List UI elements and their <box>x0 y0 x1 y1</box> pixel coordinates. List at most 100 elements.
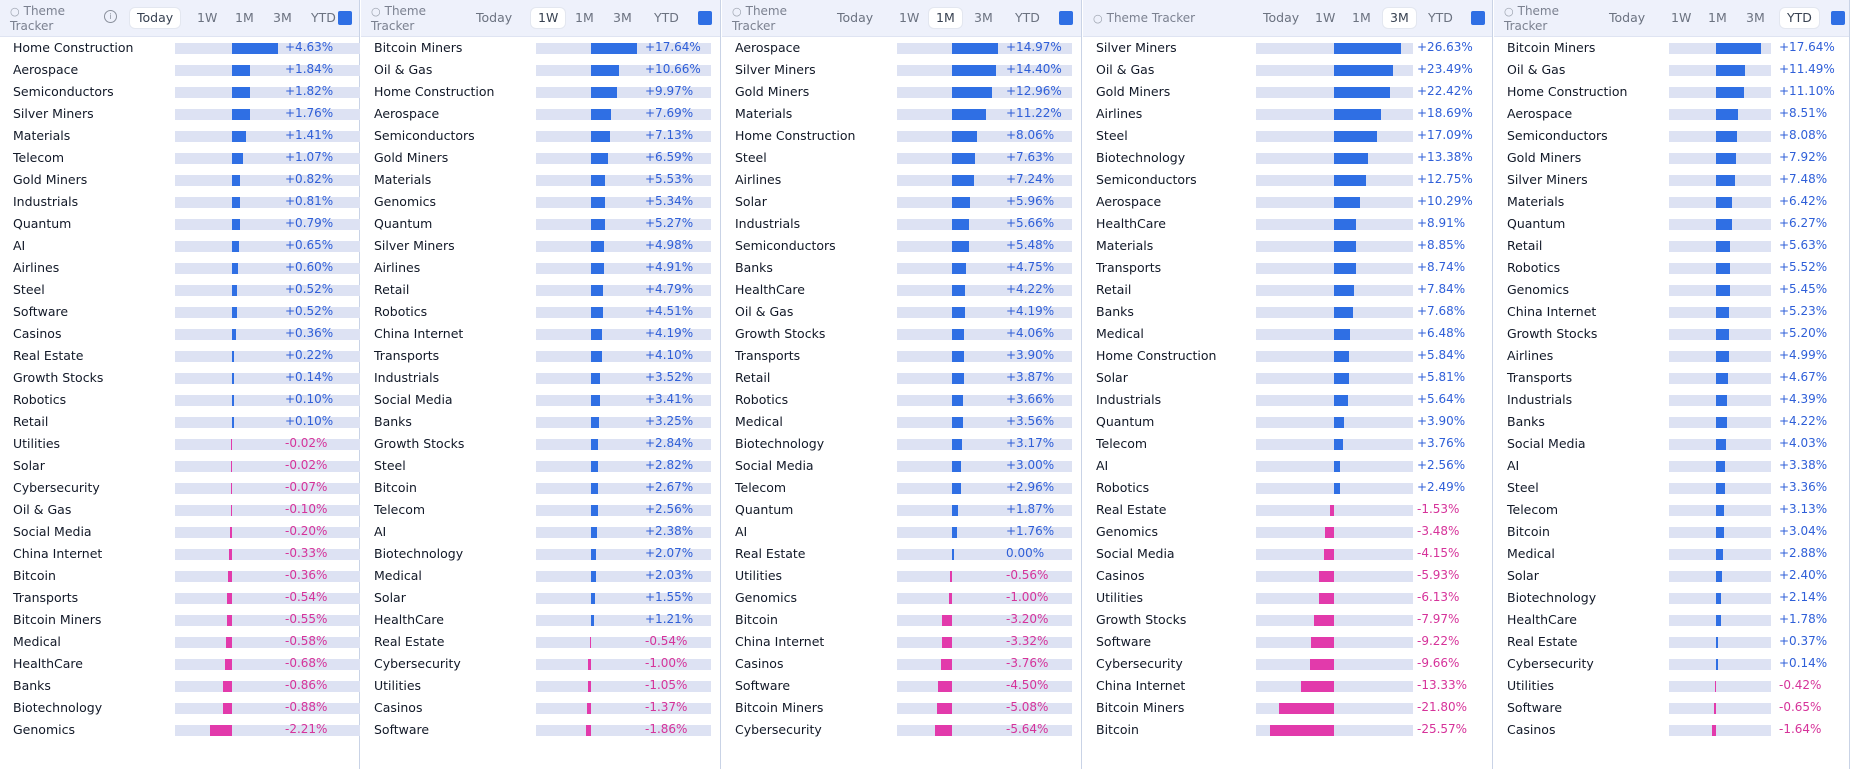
theme-row[interactable]: Transports -0.54% <box>0 588 360 608</box>
theme-row[interactable]: Gold Miners +22.42% <box>1083 82 1492 102</box>
theme-row[interactable]: Cybersecurity -9.66% <box>1083 654 1492 674</box>
theme-row[interactable]: Casinos -5.93% <box>1083 566 1492 586</box>
theme-row[interactable]: Software -0.65% <box>1494 698 1849 718</box>
theme-row[interactable]: Bitcoin Miners -21.80% <box>1083 698 1492 718</box>
theme-row[interactable]: Steel +3.36% <box>1494 478 1849 498</box>
theme-row[interactable]: Bitcoin Miners +17.64% <box>361 38 720 58</box>
theme-row[interactable]: Transports +3.90% <box>722 346 1081 366</box>
theme-row[interactable]: Utilities -6.13% <box>1083 588 1492 608</box>
info-icon[interactable]: i <box>104 10 117 23</box>
color-toggle-icon[interactable] <box>338 11 352 25</box>
theme-row[interactable]: Quantum +6.27% <box>1494 214 1849 234</box>
theme-row[interactable]: Bitcoin Miners +17.64% <box>1494 38 1849 58</box>
theme-row[interactable]: Banks +4.22% <box>1494 412 1849 432</box>
theme-row[interactable]: Solar +1.55% <box>361 588 720 608</box>
theme-row[interactable]: Aerospace +8.51% <box>1494 104 1849 124</box>
theme-row[interactable]: Telecom +2.96% <box>722 478 1081 498</box>
theme-row[interactable]: Bitcoin -25.57% <box>1083 720 1492 740</box>
theme-row[interactable]: Genomics -2.21% <box>0 720 360 740</box>
refresh-icon[interactable]: ○ <box>10 5 20 18</box>
theme-row[interactable]: Real Estate +0.22% <box>0 346 360 366</box>
theme-row[interactable]: Transports +4.10% <box>361 346 720 366</box>
theme-row[interactable]: Gold Miners +0.82% <box>0 170 360 190</box>
theme-row[interactable]: Utilities -1.05% <box>361 676 720 696</box>
theme-row[interactable]: Biotechnology +2.07% <box>361 544 720 564</box>
tab-today[interactable]: Today <box>1609 10 1646 25</box>
theme-row[interactable]: Software -9.22% <box>1083 632 1492 652</box>
theme-row[interactable]: Software +0.52% <box>0 302 360 322</box>
theme-row[interactable]: Utilities -0.02% <box>0 434 360 454</box>
theme-row[interactable]: Airlines +4.91% <box>361 258 720 278</box>
theme-row[interactable]: Bitcoin Miners -0.55% <box>0 610 360 630</box>
theme-row[interactable]: Robotics +0.10% <box>0 390 360 410</box>
theme-row[interactable]: Oil & Gas +4.19% <box>722 302 1081 322</box>
theme-row[interactable]: Real Estate -1.53% <box>1083 500 1492 520</box>
theme-row[interactable]: Aerospace +10.29% <box>1083 192 1492 212</box>
theme-row[interactable]: Aerospace +7.69% <box>361 104 720 124</box>
theme-row[interactable]: Retail +3.87% <box>722 368 1081 388</box>
tab-1w[interactable]: 1W <box>197 10 218 25</box>
theme-row[interactable]: Retail +5.63% <box>1494 236 1849 256</box>
theme-row[interactable]: Home Construction +4.63% <box>0 38 360 58</box>
theme-row[interactable]: Steel +17.09% <box>1083 126 1492 146</box>
tab-today[interactable]: Today <box>1263 10 1300 25</box>
tab-3m[interactable]: 3M <box>273 10 292 25</box>
theme-row[interactable]: Silver Miners +26.63% <box>1083 38 1492 58</box>
theme-row[interactable]: Genomics -1.00% <box>722 588 1081 608</box>
theme-row[interactable]: HealthCare +4.22% <box>722 280 1081 300</box>
theme-row[interactable]: Robotics +3.66% <box>722 390 1081 410</box>
theme-row[interactable]: Industrials +5.64% <box>1083 390 1492 410</box>
theme-row[interactable]: Steel +7.63% <box>722 148 1081 168</box>
theme-row[interactable]: HealthCare +1.78% <box>1494 610 1849 630</box>
theme-row[interactable]: Growth Stocks +4.06% <box>722 324 1081 344</box>
theme-row[interactable]: Silver Miners +1.76% <box>0 104 360 124</box>
theme-row[interactable]: Aerospace +1.84% <box>0 60 360 80</box>
theme-row[interactable]: China Internet +5.23% <box>1494 302 1849 322</box>
tab-ytd[interactable]: YTD <box>311 10 336 25</box>
theme-row[interactable]: Home Construction +9.97% <box>361 82 720 102</box>
theme-row[interactable]: Industrials +5.66% <box>722 214 1081 234</box>
theme-row[interactable]: Home Construction +11.10% <box>1494 82 1849 102</box>
theme-row[interactable]: Genomics +5.34% <box>361 192 720 212</box>
theme-row[interactable]: Gold Miners +6.59% <box>361 148 720 168</box>
theme-row[interactable]: Semiconductors +12.75% <box>1083 170 1492 190</box>
theme-row[interactable]: HealthCare +8.91% <box>1083 214 1492 234</box>
theme-row[interactable]: Retail +0.10% <box>0 412 360 432</box>
theme-row[interactable]: Social Media -0.20% <box>0 522 360 542</box>
theme-row[interactable]: Silver Miners +14.40% <box>722 60 1081 80</box>
theme-row[interactable]: AI +3.38% <box>1494 456 1849 476</box>
theme-row[interactable]: Biotechnology +3.17% <box>722 434 1081 454</box>
theme-row[interactable]: Industrials +0.81% <box>0 192 360 212</box>
theme-row[interactable]: Biotechnology +13.38% <box>1083 148 1492 168</box>
theme-row[interactable]: China Internet -0.33% <box>0 544 360 564</box>
tab-ytd[interactable]: YTD <box>1015 10 1040 25</box>
theme-row[interactable]: HealthCare -0.68% <box>0 654 360 674</box>
theme-row[interactable]: Telecom +1.07% <box>0 148 360 168</box>
theme-row[interactable]: Cybersecurity -1.00% <box>361 654 720 674</box>
theme-row[interactable]: Airlines +18.69% <box>1083 104 1492 124</box>
theme-row[interactable]: Quantum +1.87% <box>722 500 1081 520</box>
theme-row[interactable]: Robotics +5.52% <box>1494 258 1849 278</box>
tab-ytd[interactable]: YTD <box>654 10 679 25</box>
color-toggle-icon[interactable] <box>1831 11 1845 25</box>
theme-row[interactable]: Solar +5.81% <box>1083 368 1492 388</box>
theme-row[interactable]: Growth Stocks -7.97% <box>1083 610 1492 630</box>
theme-row[interactable]: Gold Miners +7.92% <box>1494 148 1849 168</box>
tab-1m[interactable]: 1M <box>235 10 254 25</box>
theme-row[interactable]: Medical +2.88% <box>1494 544 1849 564</box>
theme-row[interactable]: Telecom +3.13% <box>1494 500 1849 520</box>
color-toggle-icon[interactable] <box>1059 11 1073 25</box>
theme-row[interactable]: Materials +1.41% <box>0 126 360 146</box>
tab-3m[interactable]: 3M <box>613 10 632 25</box>
theme-row[interactable]: Social Media +4.03% <box>1494 434 1849 454</box>
tab-ytd[interactable]: YTD <box>1780 8 1819 28</box>
theme-row[interactable]: Growth Stocks +5.20% <box>1494 324 1849 344</box>
theme-row[interactable]: Transports +4.67% <box>1494 368 1849 388</box>
tab-3m[interactable]: 3M <box>1746 10 1765 25</box>
theme-row[interactable]: Solar +5.96% <box>722 192 1081 212</box>
tab-today[interactable]: Today <box>130 8 181 28</box>
theme-row[interactable]: Oil & Gas +11.49% <box>1494 60 1849 80</box>
theme-row[interactable]: Utilities -0.56% <box>722 566 1081 586</box>
theme-row[interactable]: Banks +7.68% <box>1083 302 1492 322</box>
theme-row[interactable]: Robotics +2.49% <box>1083 478 1492 498</box>
